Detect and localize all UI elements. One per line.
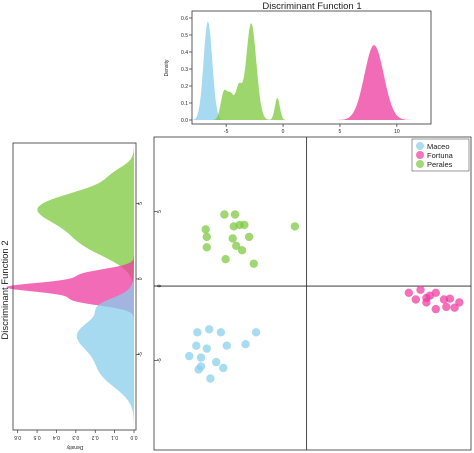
point-perales xyxy=(290,222,300,231)
df2-x-tick-label: 0.0 xyxy=(130,434,137,440)
df2-density-label: Density xyxy=(66,444,83,450)
point-fortuna xyxy=(431,304,440,314)
df1-y-tick-label: 0.2 xyxy=(181,84,188,90)
df1-density-label: Density xyxy=(164,59,170,76)
df1-y-tick-label: 0.4 xyxy=(181,50,188,56)
point-fortuna xyxy=(445,294,455,303)
point-maceo xyxy=(205,325,214,334)
df2-density-perales xyxy=(37,143,134,430)
point-fortuna xyxy=(404,288,413,297)
df2-density-panel: Discriminant Function 2 Density 0.6 0.5 0.… xyxy=(0,142,144,450)
point-fortuna xyxy=(416,285,425,294)
df1-y-tick-label: 0.1 xyxy=(181,101,188,107)
scatter-y-tick-label: 0 xyxy=(157,284,163,287)
scatter-panel: -5 0 5 Maceo Fortuna Perales xyxy=(153,136,472,451)
point-perales xyxy=(202,243,211,252)
point-maceo xyxy=(219,363,228,373)
df1-plot-frame xyxy=(191,10,432,125)
point-fortuna xyxy=(425,291,435,300)
df2-y-tick-label: 5 xyxy=(138,202,144,205)
df1-title: Discriminant Function 1 xyxy=(262,1,361,12)
point-maceo xyxy=(194,365,203,374)
legend-swatch-fortuna xyxy=(416,151,424,159)
df1-x-tick-label: 0 xyxy=(282,129,285,135)
point-perales xyxy=(230,210,240,219)
legend-swatch-perales xyxy=(416,160,424,168)
df2-x-tick-label: 0.6 xyxy=(14,434,21,440)
df2-x-tick-label: 0.1 xyxy=(111,434,118,440)
df1-x-tick-label: -5 xyxy=(224,129,229,135)
df2-y-tick-label: 0 xyxy=(138,277,144,280)
point-maceo xyxy=(212,357,221,367)
scatter-y-tick-label: 5 xyxy=(157,210,163,213)
point-maceo xyxy=(192,341,201,350)
point-fortuna xyxy=(411,295,420,304)
scatter-plot-frame xyxy=(153,136,472,451)
df2-title: Discriminant Function 2 xyxy=(0,240,11,339)
point-perales xyxy=(221,255,230,264)
legend-label-perales: Perales xyxy=(427,160,453,169)
df1-y-tick-label: 0.5 xyxy=(181,33,188,39)
legend-label-maceo: Maceo xyxy=(427,142,450,151)
df1-density-panel: Discriminant Function 1 Density -5 0 5 10 0.… xyxy=(164,1,432,135)
point-fortuna xyxy=(450,303,459,312)
df1-y-tick-label: 0.0 xyxy=(181,118,188,124)
df1-density-perales xyxy=(192,23,431,121)
df1-density-curves xyxy=(192,21,431,121)
df1-density-fortuna xyxy=(192,45,431,121)
point-perales xyxy=(228,234,237,243)
df2-plot-frame xyxy=(12,142,137,431)
point-perales xyxy=(232,241,241,250)
point-maceo xyxy=(251,328,261,337)
legend-swatch-maceo xyxy=(416,142,424,150)
df1-x-tick-label: 10 xyxy=(394,129,400,135)
point-maceo xyxy=(222,341,231,350)
point-maceo xyxy=(206,374,215,383)
df2-x-tick-label: 0.2 xyxy=(92,434,99,440)
point-perales xyxy=(201,225,210,234)
point-maceo xyxy=(193,328,202,337)
df2-x-tick-label: 0.4 xyxy=(53,434,60,440)
df2-x-tick-label: 0.3 xyxy=(72,434,79,440)
df1-x-tick-label: 5 xyxy=(339,129,342,135)
df2-y-tick-label: -5 xyxy=(138,352,144,357)
point-perales xyxy=(237,246,247,255)
point-perales xyxy=(244,232,254,242)
df2-density-fortuna xyxy=(6,143,135,430)
df1-y-tick-label: 0.3 xyxy=(181,67,188,73)
df2-axis-ticks: 0.6 0.5 0.4 0.3 0.2 0.1 0.0 -5 0 5 xyxy=(14,202,144,440)
point-perales xyxy=(202,232,211,242)
df1-density-maceo xyxy=(192,21,431,120)
df1-y-tick-label: 0.6 xyxy=(181,16,188,22)
point-perales xyxy=(249,259,258,268)
legend-label-fortuna: Fortuna xyxy=(427,151,454,160)
df2-density-curves xyxy=(6,143,135,430)
scatter-points xyxy=(185,210,464,383)
point-fortuna xyxy=(442,302,451,312)
scatter-axis-ticks: -5 0 5 xyxy=(154,210,163,363)
scatter-y-tick-label: -5 xyxy=(157,358,163,363)
point-fortuna xyxy=(422,298,431,307)
point-maceo xyxy=(185,351,194,361)
point-perales xyxy=(235,220,244,230)
point-maceo xyxy=(202,344,211,353)
legend: Maceo Fortuna Perales xyxy=(411,138,470,172)
df2-x-tick-label: 0.5 xyxy=(33,434,40,440)
point-maceo xyxy=(196,353,206,362)
point-perales xyxy=(220,210,229,219)
point-maceo xyxy=(216,328,226,337)
df2-density-maceo xyxy=(76,143,134,430)
df1-axis-ticks: -5 0 5 10 0.0 0.1 0.2 0.3 0.4 0.5 0.6 xyxy=(181,16,400,135)
point-maceo xyxy=(241,340,250,349)
